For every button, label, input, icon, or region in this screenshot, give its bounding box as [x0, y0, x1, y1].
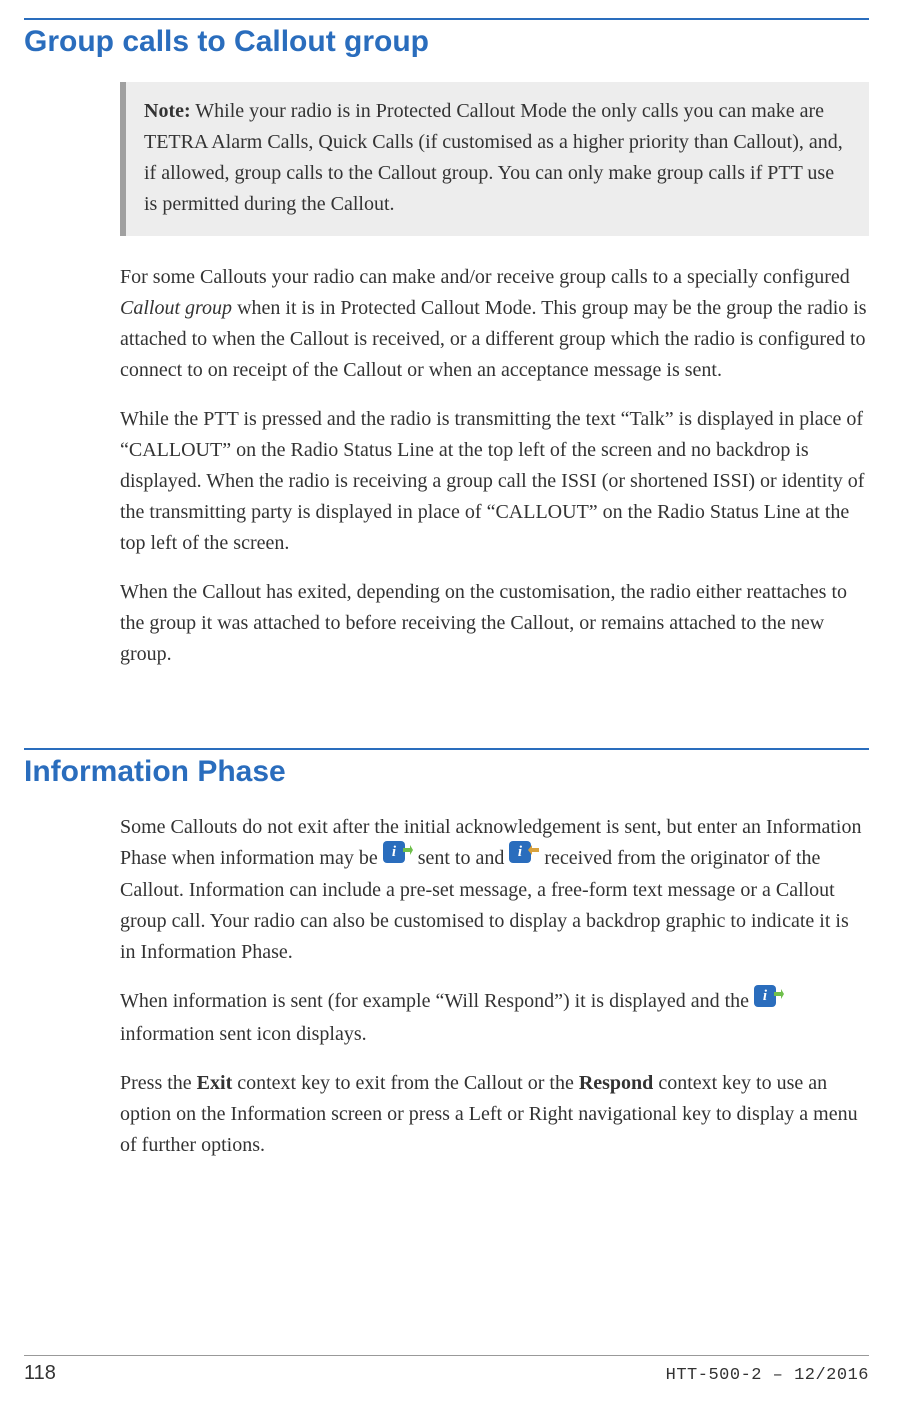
- section2-content: Some Callouts do not exit after the init…: [120, 812, 869, 1161]
- page-container: Group calls to Callout group Note: While…: [0, 0, 917, 1407]
- document-id: HTT-500-2 – 12/2016: [666, 1366, 869, 1385]
- section-rule: [24, 18, 869, 20]
- page-number: 118: [24, 1362, 56, 1385]
- section2-paragraph-2: When information is sent (for example “W…: [120, 986, 869, 1049]
- text-fragment: context key to exit from the Callout or …: [232, 1072, 579, 1094]
- text-fragment: For some Callouts your radio can make an…: [120, 266, 850, 288]
- section1-paragraph-2: While the PTT is pressed and the radio i…: [120, 404, 869, 559]
- info-sent-icon: i: [754, 985, 784, 1017]
- context-key-exit: Exit: [197, 1072, 233, 1094]
- text-fragment: When information is sent (for example “W…: [120, 990, 754, 1012]
- note-box: Note: While your radio is in Protected C…: [120, 82, 869, 236]
- section-gap: [24, 688, 869, 748]
- section1-paragraph-1: For some Callouts your radio can make an…: [120, 262, 869, 386]
- section1-paragraph-3: When the Callout has exited, depending o…: [120, 577, 869, 670]
- note-label: Note:: [144, 100, 191, 122]
- context-key-respond: Respond: [579, 1072, 653, 1094]
- text-fragment: information sent icon displays.: [120, 1023, 367, 1045]
- text-fragment: Press the: [120, 1072, 197, 1094]
- text-emphasis-callout-group: Callout group: [120, 297, 232, 319]
- section-heading-info-phase: Information Phase: [24, 754, 869, 790]
- section-rule: [24, 748, 869, 750]
- text-fragment: sent to and: [418, 847, 510, 869]
- info-sent-icon: i: [383, 841, 413, 873]
- section1-content: Note: While your radio is in Protected C…: [120, 82, 869, 670]
- note-text: While your radio is in Protected Callout…: [144, 100, 843, 215]
- section-heading-group-calls: Group calls to Callout group: [24, 24, 869, 60]
- section2-paragraph-3: Press the Exit context key to exit from …: [120, 1068, 869, 1161]
- text-fragment: when it is in Protected Callout Mode. Th…: [120, 297, 867, 381]
- section2-paragraph-1: Some Callouts do not exit after the init…: [120, 812, 869, 968]
- page-footer: 118 HTT-500-2 – 12/2016: [24, 1355, 869, 1385]
- info-received-icon: i: [509, 841, 539, 873]
